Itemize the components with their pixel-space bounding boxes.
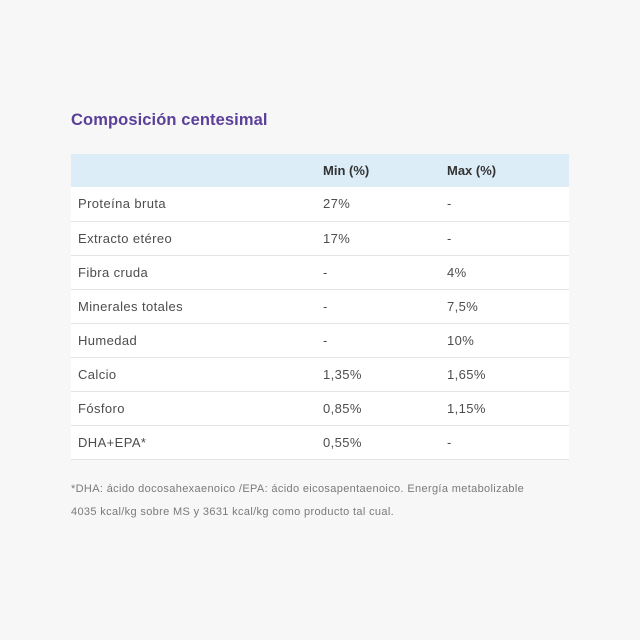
nutrient-min: - bbox=[316, 323, 440, 358]
nutrient-min: - bbox=[316, 289, 440, 324]
nutrient-min: - bbox=[316, 255, 440, 290]
nutrient-max: - bbox=[440, 425, 569, 460]
nutrient-name: Extracto etéreo bbox=[71, 221, 316, 256]
nutrient-min: 1,35% bbox=[316, 357, 440, 392]
nutrient-name: Fibra cruda bbox=[71, 255, 316, 290]
table-row: Fibra cruda - 4% bbox=[71, 255, 569, 290]
table-row: Calcio 1,35% 1,65% bbox=[71, 357, 569, 392]
table-row: Proteína bruta 27% - bbox=[71, 187, 569, 222]
nutrient-max: 4% bbox=[440, 255, 569, 290]
table-row: Minerales totales - 7,5% bbox=[71, 289, 569, 324]
header-row: Min (%) Max (%) bbox=[71, 154, 569, 187]
header-nutrient bbox=[71, 154, 316, 187]
nutrient-max: - bbox=[440, 187, 569, 222]
nutrient-name: Fósforo bbox=[71, 391, 316, 426]
table-row: Humedad - 10% bbox=[71, 323, 569, 358]
table-body: Proteína bruta 27% - Extracto etéreo 17%… bbox=[71, 187, 569, 460]
nutrient-name: Minerales totales bbox=[71, 289, 316, 324]
nutrient-name: Humedad bbox=[71, 323, 316, 358]
nutrient-name: DHA+EPA* bbox=[71, 425, 316, 460]
nutrient-min: 27% bbox=[316, 187, 440, 222]
nutrient-name: Proteína bruta bbox=[71, 187, 316, 222]
nutrient-name: Calcio bbox=[71, 357, 316, 392]
composition-table: Min (%) Max (%) Proteína bruta 27% - Ext… bbox=[71, 154, 569, 460]
header-max: Max (%) bbox=[447, 163, 497, 178]
table-row: Fósforo 0,85% 1,15% bbox=[71, 391, 569, 426]
section-title: Composición centesimal bbox=[71, 111, 268, 129]
nutrient-min: 0,55% bbox=[316, 425, 440, 460]
nutrient-max: 7,5% bbox=[440, 289, 569, 324]
nutrient-min: 17% bbox=[316, 221, 440, 256]
composition-card: Composición centesimal Min (%) Max (%) P… bbox=[71, 108, 569, 524]
nutrient-min: 0,85% bbox=[316, 391, 440, 426]
nutrient-max: 1,15% bbox=[440, 391, 569, 426]
nutrient-max: 1,65% bbox=[440, 357, 569, 392]
nutrient-max: 10% bbox=[440, 323, 569, 358]
nutrient-max: - bbox=[440, 221, 569, 256]
footnote: *DHA: ácido docosahexaenoico /EPA: ácido… bbox=[71, 482, 525, 518]
header-min: Min (%) bbox=[323, 163, 370, 178]
table-row: Extracto etéreo 17% - bbox=[71, 221, 569, 256]
table-header: Min (%) Max (%) bbox=[71, 154, 569, 187]
table-row: DHA+EPA* 0,55% - bbox=[71, 425, 569, 460]
